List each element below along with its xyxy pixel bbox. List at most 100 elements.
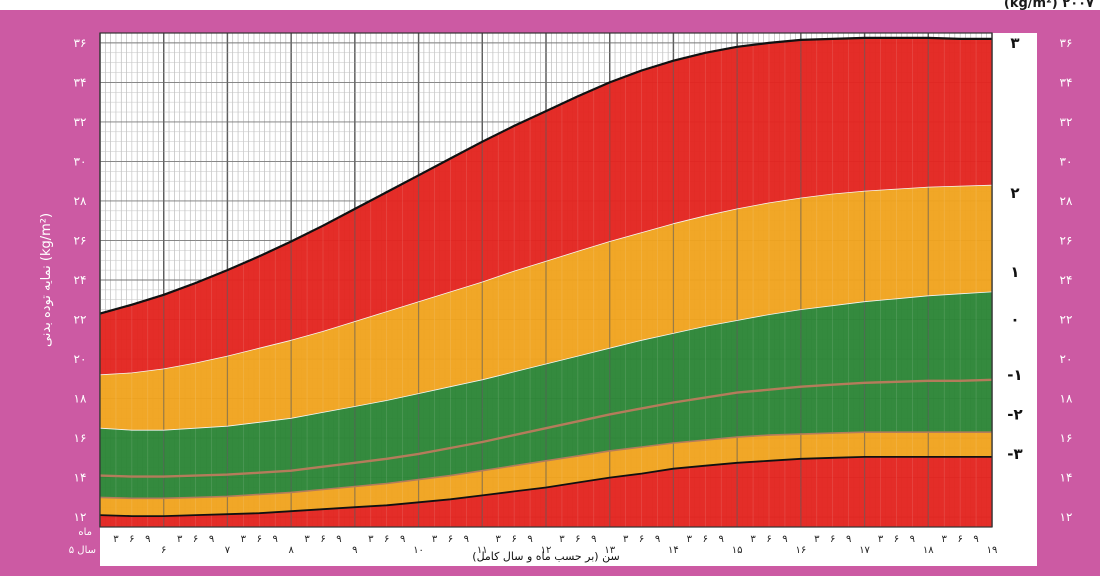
year-tick-label: ۱۳: [604, 545, 615, 556]
month-tick-label: ۶: [511, 534, 516, 545]
y-tick-label-right: ۲۴: [1060, 273, 1073, 287]
month-tick-label: ۳: [814, 534, 820, 545]
year-tick-label: ۱۹: [987, 545, 998, 556]
month-tick-label: ۳: [241, 534, 247, 545]
z-label: ۲: [1010, 184, 1019, 202]
year-tick-label: ۱۲: [541, 545, 552, 556]
z-label: ۳: [1010, 34, 1019, 52]
y-tick-label-left: ۱۴: [74, 471, 87, 485]
month-tick-label: ۳: [368, 534, 374, 545]
month-tick-label: ۳: [113, 534, 119, 545]
y-axis-title: نمایه توده بدنی (kg/m²): [39, 213, 54, 347]
y-tick-label-left: ۱۸: [74, 392, 87, 406]
month-unit-label: ماه: [78, 527, 92, 538]
year-tick-label: ۱۵: [732, 545, 743, 556]
month-tick-label: ۹: [973, 534, 978, 545]
y-tick-label-left: ۱۶: [74, 431, 87, 445]
y-tick-label-right: ۱۲: [1060, 510, 1073, 524]
y-tick-label-right: ۳۰: [1060, 154, 1073, 168]
z-label: -۳: [1007, 445, 1022, 463]
month-tick-label: ۳: [750, 534, 756, 545]
month-tick-label: ۶: [639, 534, 644, 545]
y-tick-label-left: ۳۰: [74, 154, 87, 168]
y-tick-label-right: ۲۲: [1060, 313, 1073, 327]
month-tick-label: ۶: [957, 534, 962, 545]
year-tick-label: ۱۱: [477, 545, 488, 556]
y-tick-label-left: ۱۲: [74, 510, 87, 524]
month-tick-label: ۶: [384, 534, 389, 545]
y-tick-label-left: ۲۸: [74, 194, 87, 208]
month-tick-label: ۹: [846, 534, 851, 545]
year-tick-label: ۹: [352, 545, 357, 556]
z-label: -۲: [1007, 405, 1022, 423]
month-tick-label: ۳: [687, 534, 693, 545]
month-tick-label: ۹: [209, 534, 214, 545]
y-tick-label-right: ۲۶: [1060, 233, 1073, 247]
month-tick-label: ۳: [177, 534, 183, 545]
curve-plus2: [99, 36, 992, 315]
month-tick-label: ۶: [448, 534, 453, 545]
month-tick-label: ۶: [830, 534, 835, 545]
month-tick-label: ۹: [527, 534, 532, 545]
y-tick-label-right: ۱۸: [1060, 392, 1073, 406]
month-tick-label: ۶: [575, 534, 580, 545]
month-tick-label: ۳: [496, 534, 502, 545]
month-tick-label: ۳: [432, 534, 438, 545]
month-tick-label: ۹: [591, 534, 596, 545]
month-tick-label: ۶: [766, 534, 771, 545]
year-tick-label: ۱۷: [859, 545, 870, 556]
y-tick-label-left: ۳۴: [74, 75, 87, 89]
x-axis-title: سن (بر حسب ماه و سال کامل): [472, 550, 619, 563]
month-tick-label: ۹: [464, 534, 469, 545]
month-tick-label: ۹: [782, 534, 787, 545]
curve-minus2: [99, 431, 992, 500]
month-tick-label: ۳: [304, 534, 310, 545]
y-tick-label-left: ۲۶: [74, 233, 87, 247]
z-label: ۱: [1010, 263, 1019, 281]
month-tick-label: ۹: [719, 534, 724, 545]
y-tick-label-right: ۳۲: [1060, 115, 1073, 129]
y-tick-label-right: ۳۶: [1060, 36, 1073, 50]
curve-minus3: [99, 456, 992, 517]
y-tick-label-right: ۳۴: [1060, 75, 1073, 89]
month-tick-label: ۹: [145, 534, 150, 545]
month-tick-label: ۶: [320, 534, 325, 545]
month-tick-label: ۳: [623, 534, 629, 545]
month-tick-label: ۹: [273, 534, 278, 545]
year-tick-label: ۱۶: [795, 545, 806, 556]
cropped-header-text: (kg/m²) ۲۰۰۷: [1003, 0, 1094, 11]
curve-plus1: [99, 184, 993, 376]
y-tick-label-left: ۲۴: [74, 273, 87, 287]
month-tick-label: ۶: [703, 534, 708, 545]
month-tick-label: ۳: [942, 534, 948, 545]
month-tick-label: ۳: [559, 534, 565, 545]
curve-minus1: [99, 378, 993, 478]
y-tick-label-left: ۳۶: [74, 36, 87, 50]
month-tick-label: ۶: [257, 534, 262, 545]
month-tick-label: ۹: [910, 534, 915, 545]
month-tick-label: ۶: [193, 534, 198, 545]
month-tick-label: ۶: [129, 534, 134, 545]
plot-border: [99, 32, 993, 528]
y-tick-label-right: ۲۰: [1060, 352, 1073, 366]
curve-zero: [99, 291, 993, 431]
y-tick-label-left: ۲۰: [74, 352, 87, 366]
month-tick-label: ۹: [336, 534, 341, 545]
top-strip: (kg/m²) ۲۰۰۷: [0, 0, 1100, 11]
month-tick-label: ۹: [655, 534, 660, 545]
year-tick-label: ۸: [288, 545, 294, 556]
year-tick-label: ۱۴: [668, 545, 679, 556]
year-tick-label: ۱۸: [923, 545, 934, 556]
year-tick-label: ۵ سال: [69, 545, 96, 556]
y-tick-label-left: ۲۲: [74, 313, 87, 327]
year-tick-label: ۶: [161, 545, 166, 556]
year-tick-label: ۷: [225, 545, 231, 556]
year-tick-label: ۱۰: [413, 545, 424, 556]
month-tick-label: ۹: [400, 534, 405, 545]
month-tick-label: ۶: [894, 534, 899, 545]
month-tick-label: ۳: [878, 534, 884, 545]
y-tick-label-right: ۱۴: [1060, 471, 1073, 485]
y-tick-label-right: ۱۶: [1060, 431, 1073, 445]
